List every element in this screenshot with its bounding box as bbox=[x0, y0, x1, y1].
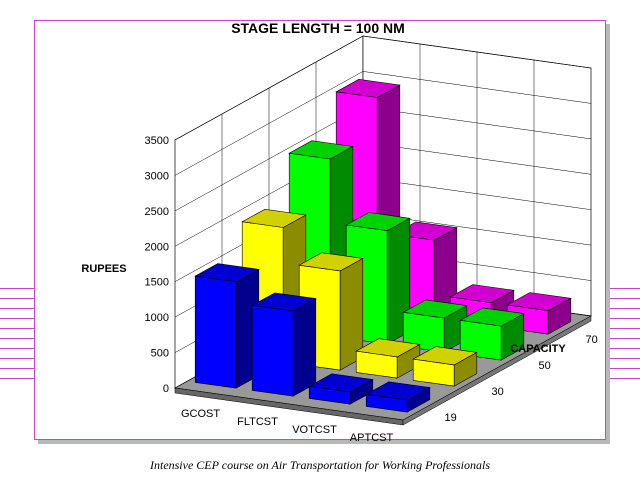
bar-70-aptcst bbox=[506, 292, 572, 335]
bar-30-votcst bbox=[355, 338, 421, 379]
bar-19-votcst bbox=[308, 373, 374, 405]
bar-top-face bbox=[241, 208, 307, 228]
bar-front-face bbox=[251, 304, 294, 397]
chart-labels: STAGE LENGTH = 100 NM RUPEES CAPACITY 0 5… bbox=[81, 20, 597, 444]
bar-top-face bbox=[288, 140, 354, 160]
category-label: VOTCST bbox=[292, 424, 337, 436]
y-tick-label: 500 bbox=[151, 348, 169, 360]
left-decorative-lines bbox=[0, 288, 34, 384]
bar-50-votcst bbox=[402, 299, 468, 353]
bar-19-fltcst bbox=[251, 292, 317, 397]
bar-19-aptcst bbox=[365, 381, 431, 413]
y-tick-label: 0 bbox=[163, 383, 169, 395]
bar-top-face bbox=[355, 338, 421, 358]
bar-top-face bbox=[365, 381, 431, 401]
bar-top-face bbox=[335, 78, 401, 98]
category-label: FLTCST bbox=[237, 416, 278, 428]
bar-top-face bbox=[308, 373, 374, 393]
floor-side-edge bbox=[402, 315, 592, 426]
y-tick-label: 2000 bbox=[145, 241, 169, 253]
gridline-y bbox=[174, 71, 592, 176]
series-label: 19 bbox=[445, 412, 457, 424]
y-tick-label: 3000 bbox=[145, 170, 169, 182]
series-label: 30 bbox=[492, 386, 504, 398]
chart-title: STAGE LENGTH = 100 NM bbox=[231, 20, 405, 36]
depth-axis-label: CAPACITY bbox=[510, 343, 566, 355]
category-label: GCOST bbox=[181, 408, 220, 420]
bar-front-face bbox=[194, 275, 237, 389]
bar-top-face bbox=[298, 252, 364, 272]
bar-30-aptcst bbox=[412, 346, 478, 387]
bar-top-face bbox=[251, 292, 317, 312]
bar-top-face bbox=[459, 307, 525, 327]
bar-top-face bbox=[345, 212, 411, 232]
y-axis-label: RUPEES bbox=[81, 263, 126, 275]
right-decorative-lines bbox=[606, 288, 640, 384]
chart-bars bbox=[194, 78, 572, 413]
bar-19-gcost bbox=[194, 263, 260, 389]
bar-top-face bbox=[412, 346, 478, 366]
footer-caption: Intensive CEP course on Air Transportati… bbox=[149, 458, 490, 472]
y-tick-label: 1000 bbox=[145, 312, 169, 324]
bar-top-face bbox=[402, 299, 468, 319]
chart-3d-bars: STAGE LENGTH = 100 NM RUPEES CAPACITY 0 5… bbox=[81, 20, 597, 444]
category-label: APTCST bbox=[350, 432, 394, 444]
gridline-y bbox=[174, 35, 592, 141]
y-tick-label: 2500 bbox=[145, 206, 169, 218]
y-tick-label: 1500 bbox=[145, 277, 169, 289]
bar-50-aptcst bbox=[459, 307, 525, 361]
y-tick-label: 3500 bbox=[145, 135, 169, 147]
bar-side-face bbox=[292, 298, 317, 397]
bar-top-face bbox=[506, 292, 572, 312]
bar-top-face bbox=[194, 263, 260, 283]
series-label: 70 bbox=[586, 334, 598, 346]
series-label: 50 bbox=[539, 360, 551, 372]
bar-top-face bbox=[449, 284, 515, 304]
